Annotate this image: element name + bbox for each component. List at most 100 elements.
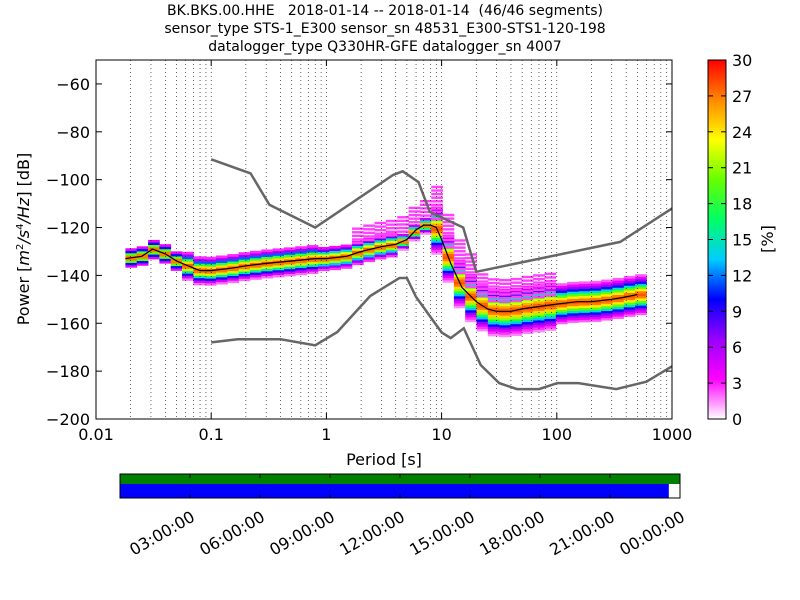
heatmap-cell <box>510 326 523 329</box>
heatmap-cell <box>476 323 489 327</box>
heatmap-cell <box>408 217 421 220</box>
heatmap-cell <box>623 311 636 315</box>
heatmap-cell <box>329 250 342 254</box>
heatmap-cell <box>250 260 262 264</box>
heatmap-cell <box>306 261 319 265</box>
heatmap-cell <box>453 298 466 302</box>
heatmap-cell <box>453 239 466 242</box>
heatmap-cell <box>317 249 330 252</box>
heatmap-cell <box>601 303 613 307</box>
heatmap-cell <box>544 290 557 294</box>
heatmap-cell <box>623 290 636 293</box>
heatmap-cell <box>567 296 579 299</box>
heatmap-cell <box>351 252 364 256</box>
heatmap-cell <box>544 272 557 276</box>
heatmap-cell <box>476 294 489 298</box>
heatmap-cell <box>465 307 477 311</box>
heatmap-cell <box>635 276 647 280</box>
heatmap-cell <box>476 292 489 296</box>
heatmap-cell <box>567 313 579 316</box>
heatmap-cell <box>148 244 160 248</box>
y-axis-label: Power [m2/s4/Hz] [dB] <box>14 153 33 326</box>
heatmap-cell <box>431 216 443 219</box>
heatmap-cell <box>567 293 579 297</box>
heatmap-cell <box>340 256 353 260</box>
heatmap-cell <box>601 281 613 285</box>
heatmap-cell <box>159 244 172 247</box>
heatmap-cell <box>499 317 511 321</box>
heatmap-cell <box>374 244 387 248</box>
heatmap-cell <box>487 278 500 281</box>
heatmap-cell <box>385 242 398 246</box>
heatmap-cell <box>306 247 319 251</box>
heatmap-cell <box>408 224 421 228</box>
heatmap-cell <box>567 284 579 287</box>
heatmap-cell <box>453 303 466 306</box>
heatmap-cell <box>442 248 455 252</box>
heatmap-cell <box>419 214 432 217</box>
x-tick-label: 1000 <box>652 425 693 444</box>
heatmap-cell <box>465 271 477 274</box>
heatmap-cell <box>159 253 172 257</box>
heatmap-cell <box>623 309 636 313</box>
heatmap-cell <box>397 236 409 239</box>
heatmap-cell <box>295 253 308 257</box>
heatmap-cell <box>578 307 591 311</box>
heatmap-cell <box>544 316 557 319</box>
heatmap-cell <box>419 224 432 228</box>
heatmap-cell <box>283 256 296 260</box>
heatmap-cell <box>555 311 568 315</box>
heatmap-cell <box>397 243 409 247</box>
heatmap-cell <box>385 247 398 251</box>
heatmap-cell <box>442 268 455 271</box>
heatmap-cell <box>635 298 647 301</box>
heatmap-cell <box>261 249 274 253</box>
heatmap-cell <box>555 314 568 318</box>
heatmap-cell <box>193 277 206 281</box>
heatmap-cell <box>204 275 217 279</box>
heatmap-cell <box>601 291 613 295</box>
heatmap-cell <box>272 267 285 271</box>
heatmap-cell <box>453 296 466 299</box>
heatmap-cell <box>385 254 398 258</box>
heatmap-cell <box>567 298 579 302</box>
heatmap-cell <box>216 257 228 261</box>
heatmap-cell <box>589 297 602 301</box>
heatmap-cell <box>306 252 319 255</box>
heatmap-cell <box>250 277 262 280</box>
heatmap-cell <box>136 255 149 259</box>
heatmap-cell <box>499 322 511 326</box>
heatmap-cell <box>272 253 285 256</box>
heatmap-cell <box>351 243 364 246</box>
heatmap-cell <box>136 258 149 261</box>
heatmap-cell <box>521 331 534 335</box>
heatmap-cell <box>261 266 274 269</box>
heatmap-cell <box>453 293 466 297</box>
heatmap-cell <box>295 251 308 254</box>
heatmap-cell <box>442 217 455 220</box>
heatmap-cell <box>272 257 285 261</box>
heatmap-cell <box>567 303 579 307</box>
heatmap-cell <box>544 321 557 324</box>
heatmap-cell <box>555 304 568 308</box>
heatmap-cell <box>442 272 455 276</box>
heatmap-cell <box>623 299 636 303</box>
heatmap-cell <box>216 272 228 275</box>
heatmap-cell <box>465 285 477 288</box>
heatmap-cell <box>521 283 534 286</box>
heatmap-cell <box>453 257 466 260</box>
heatmap-cell <box>363 235 375 238</box>
heatmap-cell <box>227 261 240 264</box>
y-tick-label: −60 <box>56 75 90 94</box>
heatmap-cell <box>453 253 466 257</box>
heatmap-cell <box>442 270 455 274</box>
heatmap-cell <box>533 277 545 281</box>
heatmap-cell <box>216 262 228 266</box>
heatmap-cell <box>589 316 602 320</box>
heatmap-cell <box>544 328 557 331</box>
heatmap-cell <box>283 268 296 272</box>
heatmap-cell <box>567 305 579 309</box>
heatmap-cell <box>193 258 206 262</box>
heatmap-cell <box>510 290 523 293</box>
heatmap-cell <box>317 251 330 255</box>
